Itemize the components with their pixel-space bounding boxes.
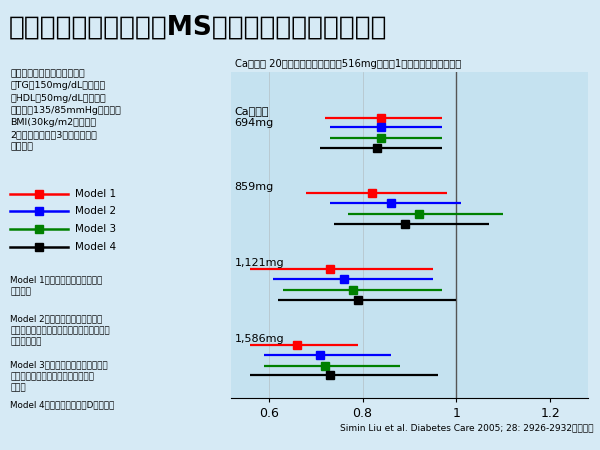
Text: 1,586mg: 1,586mg	[235, 334, 284, 344]
Text: 859mg: 859mg	[235, 182, 274, 192]
Text: メタボリックシンドローム：
高TG（150mg/dL以上）、
低HDL（50mg/dL以下）、
高血圧（135/85mmHg以上）、
BMI(30kg/m2以上: メタボリックシンドローム： 高TG（150mg/dL以上）、 低HDL（50mg…	[10, 69, 121, 151]
Text: Model 3はさらに総脂質、コレステ
ロール、タンパク質摂取、糖負荷で
調整。: Model 3はさらに総脂質、コレステ ロール、タンパク質摂取、糖負荷で 調整。	[10, 361, 108, 393]
Text: Model 1は年齢、総エネルギー、
で調整。: Model 1は年齢、総エネルギー、 で調整。	[10, 275, 103, 296]
Text: Ca摂取量
694mg: Ca摂取量 694mg	[235, 106, 274, 128]
Text: Model 4はさらにビタミンDで調整。: Model 4はさらにビタミンDで調整。	[10, 400, 115, 409]
Text: Model 2: Model 2	[75, 207, 116, 216]
Text: カルシウム摂取状況とMSのオッズ比（アメリカ）: カルシウム摂取状況とMSのオッズ比（アメリカ）	[9, 14, 388, 40]
Text: 1,121mg: 1,121mg	[235, 258, 284, 268]
Text: Model 2は喫煙、運動、総エネル
ギー、アルコール、マルチビタミン、心筋
梗塞歴で調整: Model 2は喫煙、運動、総エネル ギー、アルコール、マルチビタミン、心筋 梗…	[10, 315, 110, 346]
Text: Ca摂取量 20パーセンタイル以下（516mg）群を1とした場合のオッズ比: Ca摂取量 20パーセンタイル以下（516mg）群を1とした場合のオッズ比	[235, 59, 461, 69]
Text: Simin Liu et al. Diabetes Care 2005; 28: 2926-2932より作図: Simin Liu et al. Diabetes Care 2005; 28:…	[341, 423, 594, 432]
Text: Model 1: Model 1	[75, 189, 116, 199]
Text: Model 4: Model 4	[75, 242, 116, 252]
Text: Model 3: Model 3	[75, 224, 116, 234]
